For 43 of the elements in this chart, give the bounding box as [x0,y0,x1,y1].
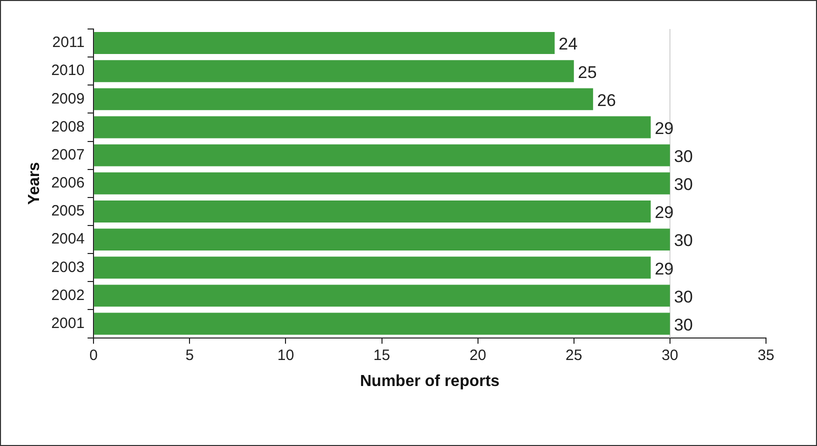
bar [94,116,651,138]
bar [94,60,574,82]
bar [94,32,555,54]
bar [94,200,651,222]
data-label: 30 [674,147,693,166]
x-tick-label: 15 [373,346,390,364]
data-label: 30 [674,231,693,250]
bar [94,284,670,307]
data-label: 26 [597,90,616,110]
y-tick-label: 2010 [51,62,85,80]
data-label: 29 [654,259,674,278]
data-label: 30 [674,315,693,334]
bar [94,256,651,279]
data-label: 24 [558,34,578,54]
bar [94,88,594,110]
x-tick-label: 5 [185,346,194,364]
data-label: 30 [674,175,693,194]
y-tick-label: 2011 [52,34,85,52]
bar [94,172,670,194]
y-tick-label: 2009 [51,90,85,108]
x-tick-label: 20 [469,346,486,364]
x-tick-label: 30 [662,346,678,364]
y-tick-label: 2008 [51,118,85,136]
y-tick-label: 2006 [51,174,85,192]
x-tick-label: 35 [758,346,774,364]
y-axis-title: Years [26,162,44,205]
y-tick-label: 2007 [51,146,85,164]
bar [94,228,670,251]
y-tick-label: 2005 [51,202,85,220]
bar [94,144,670,166]
bar [94,312,670,335]
y-tick-label: 2002 [51,286,85,304]
data-label: 30 [674,287,693,306]
data-label: 25 [578,62,597,82]
y-tick-label: 2001 [51,314,85,332]
x-tick-label: 10 [277,346,294,364]
x-tick-label: 0 [89,346,98,364]
y-tick-label: 2003 [51,258,85,276]
x-tick-label: 25 [566,346,582,364]
x-axis-title: Number of reports [360,372,500,390]
data-label: 29 [654,118,674,138]
y-tick-label: 2004 [51,230,85,248]
data-label: 29 [654,203,674,222]
